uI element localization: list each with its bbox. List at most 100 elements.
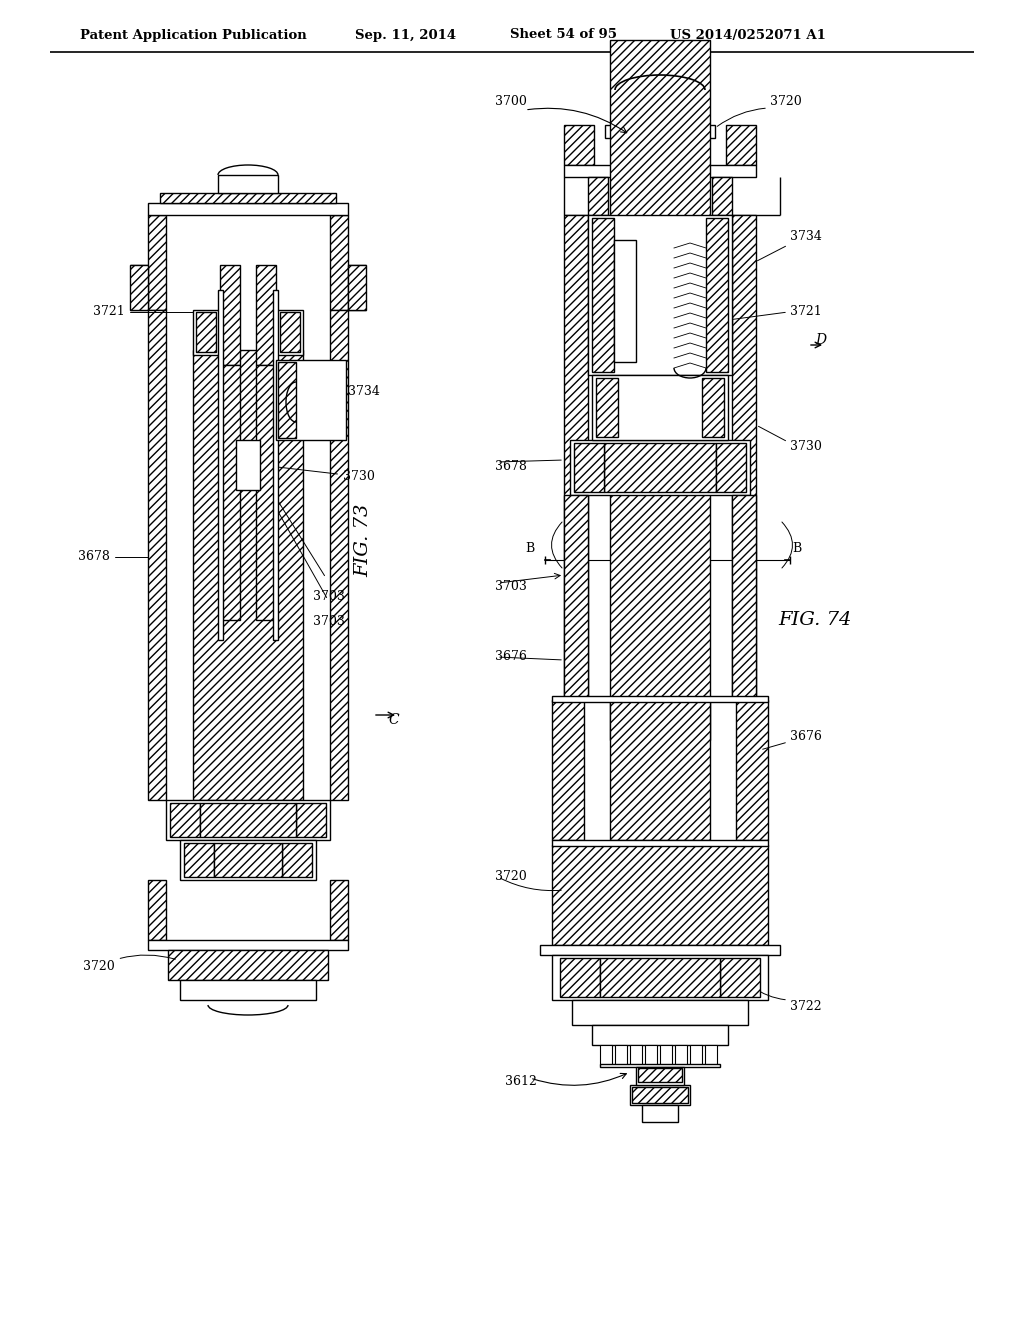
Bar (726, 125, 756, 165)
Bar (564, 495, 588, 700)
Bar (148, 880, 166, 940)
Bar (200, 803, 296, 837)
Bar (552, 845, 768, 945)
Bar (705, 1045, 717, 1065)
Text: 3703: 3703 (495, 579, 527, 593)
Bar (645, 1045, 657, 1065)
Bar (604, 444, 716, 492)
Bar (592, 218, 614, 372)
Bar (276, 360, 346, 440)
Bar (280, 312, 300, 352)
Bar (130, 265, 148, 310)
Bar (574, 444, 604, 492)
Bar (330, 215, 348, 310)
Text: 3612: 3612 (505, 1074, 537, 1088)
Bar (720, 958, 760, 997)
Bar (632, 1086, 688, 1104)
Text: 3703: 3703 (313, 590, 345, 603)
Bar (642, 1105, 678, 1122)
Bar (552, 840, 768, 846)
Text: D: D (815, 333, 826, 347)
Bar (166, 800, 330, 840)
Text: 3720: 3720 (83, 954, 175, 973)
Text: 3703: 3703 (313, 615, 345, 628)
Bar (600, 1045, 612, 1065)
Text: 3722: 3722 (790, 1001, 821, 1012)
Bar (614, 240, 636, 362)
Bar (706, 218, 728, 372)
Text: 3700: 3700 (495, 95, 527, 108)
Bar (616, 110, 705, 125)
Bar (276, 310, 303, 355)
Bar (330, 310, 348, 800)
Bar (256, 366, 276, 620)
Bar (638, 1068, 682, 1082)
Text: US 2014/0252071 A1: US 2014/0252071 A1 (670, 29, 826, 41)
Bar (256, 265, 276, 366)
Bar (214, 843, 282, 876)
Bar (193, 310, 220, 355)
Bar (732, 495, 756, 700)
Bar (296, 803, 326, 837)
Bar (552, 696, 768, 702)
Bar (180, 840, 316, 880)
Text: Sep. 11, 2014: Sep. 11, 2014 (355, 29, 456, 41)
Bar (736, 700, 768, 840)
Text: 3734: 3734 (790, 230, 822, 243)
Bar (596, 378, 618, 437)
Text: 3734: 3734 (336, 385, 380, 399)
Bar (236, 440, 260, 490)
Bar (160, 193, 336, 203)
Bar (600, 958, 720, 997)
Text: Sheet 54 of 95: Sheet 54 of 95 (510, 29, 617, 41)
Bar (716, 444, 746, 492)
Bar (552, 700, 584, 840)
Bar (675, 1045, 687, 1065)
Bar (588, 177, 608, 215)
Bar (615, 1045, 627, 1065)
Bar (330, 880, 348, 940)
Bar (732, 215, 756, 700)
Text: B: B (525, 543, 535, 554)
Bar (184, 843, 214, 876)
Bar (148, 940, 348, 950)
Text: 3730: 3730 (263, 466, 375, 483)
Bar (282, 843, 312, 876)
Bar (592, 1026, 728, 1045)
Bar (630, 1085, 690, 1105)
Bar (564, 215, 588, 700)
Text: 3676: 3676 (495, 649, 527, 663)
Bar (540, 945, 780, 954)
Text: B: B (792, 543, 801, 554)
Text: 3721: 3721 (790, 305, 821, 318)
Bar (638, 90, 682, 110)
Bar (636, 1067, 684, 1085)
Text: 3678: 3678 (78, 550, 148, 587)
Bar (170, 803, 200, 837)
Bar (610, 700, 710, 840)
Bar (148, 310, 166, 800)
Bar (196, 312, 216, 352)
Text: 3721: 3721 (93, 293, 228, 318)
Bar (605, 125, 715, 139)
Bar (588, 215, 732, 375)
Bar (592, 375, 728, 440)
Bar (564, 125, 594, 165)
Bar (273, 290, 278, 640)
Bar (610, 40, 710, 741)
Bar (600, 1064, 720, 1067)
Bar (560, 958, 600, 997)
Text: C: C (388, 713, 398, 727)
Bar (690, 1045, 702, 1065)
Bar (220, 265, 240, 366)
Bar (218, 176, 278, 193)
Text: FIG. 74: FIG. 74 (778, 611, 852, 630)
Text: 3720: 3720 (495, 870, 526, 883)
Bar (552, 954, 768, 1001)
Bar (712, 177, 732, 215)
Text: 3730: 3730 (790, 440, 822, 453)
Text: 3720: 3720 (770, 95, 802, 108)
Text: 3678: 3678 (495, 459, 527, 473)
Bar (630, 1045, 642, 1065)
Text: FIG. 73: FIG. 73 (354, 503, 372, 577)
